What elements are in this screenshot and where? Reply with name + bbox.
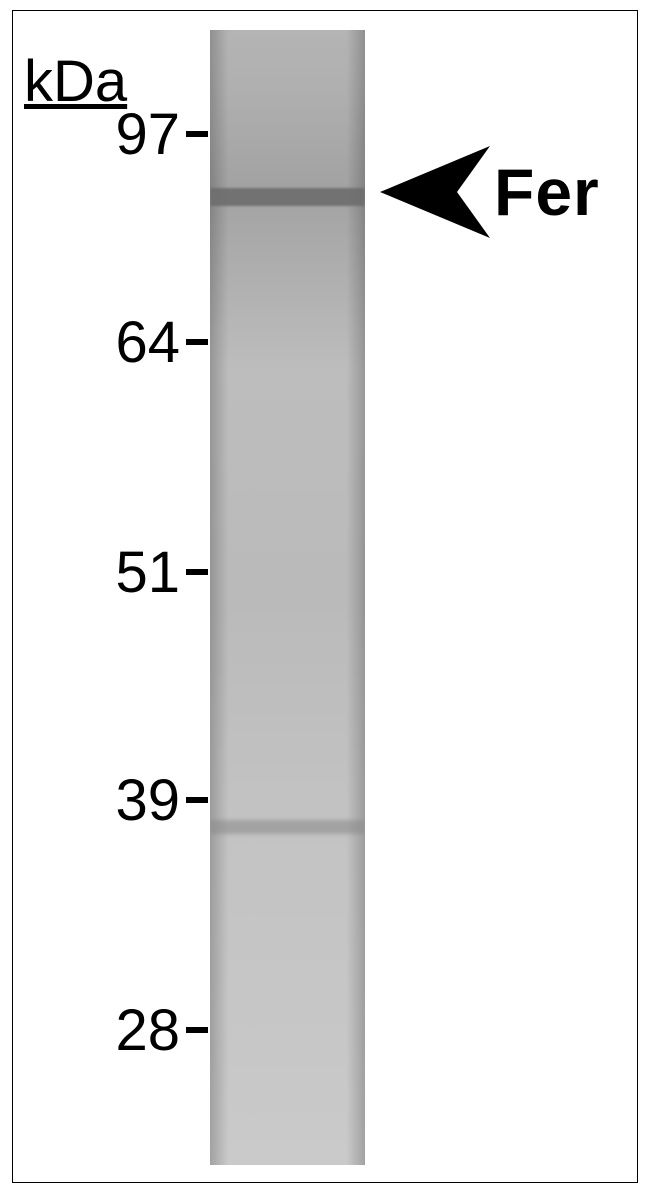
protein-label: Fer	[494, 154, 600, 230]
arrow-left-icon	[380, 146, 490, 238]
mw-tick	[186, 1027, 208, 1033]
mw-tick	[186, 797, 208, 803]
gel-lane	[210, 30, 365, 1165]
mw-value: 28	[115, 997, 180, 1064]
mw-tick	[186, 339, 208, 345]
mw-tick	[186, 569, 208, 575]
figure-container: { "figure": { "width_px": 650, "height_p…	[0, 0, 650, 1193]
mw-marker: 39	[0, 771, 208, 829]
mw-value: 97	[115, 101, 180, 168]
gel-band	[210, 188, 365, 206]
mw-marker: 28	[0, 1001, 208, 1059]
mw-marker: 51	[0, 543, 208, 601]
gel-band	[210, 820, 365, 834]
mw-tick	[186, 131, 208, 137]
mw-value: 39	[115, 767, 180, 834]
mw-value: 51	[115, 539, 180, 606]
mw-value: 64	[115, 309, 180, 376]
mw-marker: 97	[0, 105, 208, 163]
band-arrow: Fer	[380, 146, 600, 238]
mw-marker: 64	[0, 313, 208, 371]
